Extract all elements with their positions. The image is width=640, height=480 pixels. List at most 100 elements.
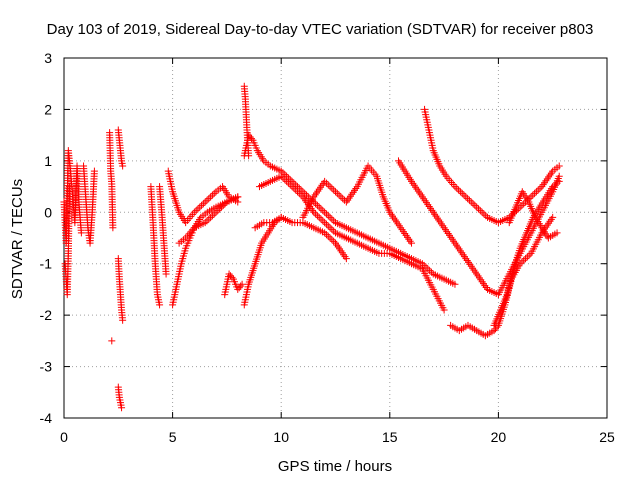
data-point (471, 201, 479, 209)
x-tick-label: 25 (599, 429, 615, 445)
data-point (553, 229, 561, 237)
data-point (339, 195, 347, 203)
data-point (555, 177, 563, 185)
data-point (527, 193, 535, 201)
data-point (246, 133, 254, 141)
data-point (324, 181, 332, 189)
data-point (203, 196, 211, 204)
data-point (205, 215, 213, 223)
data-point (315, 213, 323, 221)
data-point (467, 198, 475, 206)
data-point (440, 306, 448, 314)
data-point (328, 225, 336, 233)
data-point (330, 227, 338, 235)
series-track-14 (221, 270, 246, 299)
data-point (238, 280, 246, 288)
data-point (333, 189, 341, 197)
data-point (328, 236, 336, 244)
data-point (322, 231, 330, 239)
data-point (474, 205, 482, 213)
data-point (201, 198, 209, 206)
data-point (522, 255, 530, 263)
series-track-21 (394, 157, 563, 299)
data-point (337, 193, 345, 201)
data-point (315, 203, 323, 211)
data-point (469, 200, 477, 208)
data-point (324, 222, 332, 230)
data-point (322, 220, 330, 228)
data-point (465, 196, 473, 204)
x-tick-label: 5 (169, 429, 177, 445)
axis-ticks: 0 5 10 15 20 25 -4 -3 -2 -1 0 1 2 3 (40, 50, 615, 445)
y-tick-label: 2 (44, 101, 52, 117)
data-point (520, 256, 528, 264)
y-tick-label: -2 (40, 307, 53, 323)
data-point (321, 219, 329, 227)
data-point (221, 200, 229, 208)
data-point (90, 167, 98, 175)
data-point (234, 193, 242, 201)
data-point (480, 210, 488, 218)
data-point (198, 201, 206, 209)
data-point (237, 282, 245, 290)
data-point (427, 268, 435, 276)
data-point (453, 184, 461, 192)
data-point (190, 208, 198, 216)
data-point (207, 213, 215, 221)
data-point (408, 239, 416, 247)
series-track-17 (240, 213, 285, 309)
data-point (156, 301, 164, 309)
data-point (422, 263, 430, 271)
data-point (228, 273, 236, 281)
data-point (330, 217, 338, 225)
data-point (462, 193, 470, 201)
data-point (109, 224, 117, 232)
data-point (199, 200, 207, 208)
data-point (281, 176, 289, 184)
data-point (214, 207, 222, 215)
data-point (330, 237, 338, 245)
data-point (555, 162, 563, 170)
data-point (290, 184, 298, 192)
data-point (295, 189, 303, 197)
data-point (162, 270, 170, 278)
data-point (326, 234, 334, 242)
data-point (118, 404, 126, 412)
series-track-22 (421, 105, 563, 227)
data-point (277, 172, 285, 180)
data-point (332, 188, 339, 196)
series-track-1 (60, 147, 85, 247)
data-point (525, 251, 533, 259)
data-point (192, 207, 200, 215)
data-point (321, 208, 329, 216)
data-point (312, 210, 320, 218)
data-point (319, 207, 327, 215)
data-point (478, 208, 486, 216)
data-point (288, 183, 296, 191)
series-track-5 (108, 337, 116, 345)
data-points (60, 82, 563, 412)
data-point (308, 196, 316, 204)
data-point (330, 186, 338, 194)
series-track-12 (169, 193, 242, 309)
y-tick-label: 3 (44, 50, 52, 66)
data-point (321, 229, 329, 237)
data-point (493, 323, 501, 331)
data-point (482, 212, 490, 220)
x-tick-label: 10 (273, 429, 289, 445)
data-point (342, 255, 350, 263)
data-point (227, 272, 235, 280)
data-point (520, 200, 528, 208)
data-point (313, 201, 321, 209)
chart-title: Day 103 of 2019, Sidereal Day-to-day VTE… (47, 21, 594, 38)
data-point (324, 232, 332, 240)
data-point (245, 131, 253, 139)
data-point (292, 186, 300, 194)
data-point (207, 193, 215, 201)
data-point (65, 183, 73, 191)
data-point (473, 203, 481, 211)
series-track-9 (147, 183, 164, 309)
data-point (284, 179, 292, 187)
data-point (225, 270, 233, 278)
data-point (328, 184, 336, 192)
